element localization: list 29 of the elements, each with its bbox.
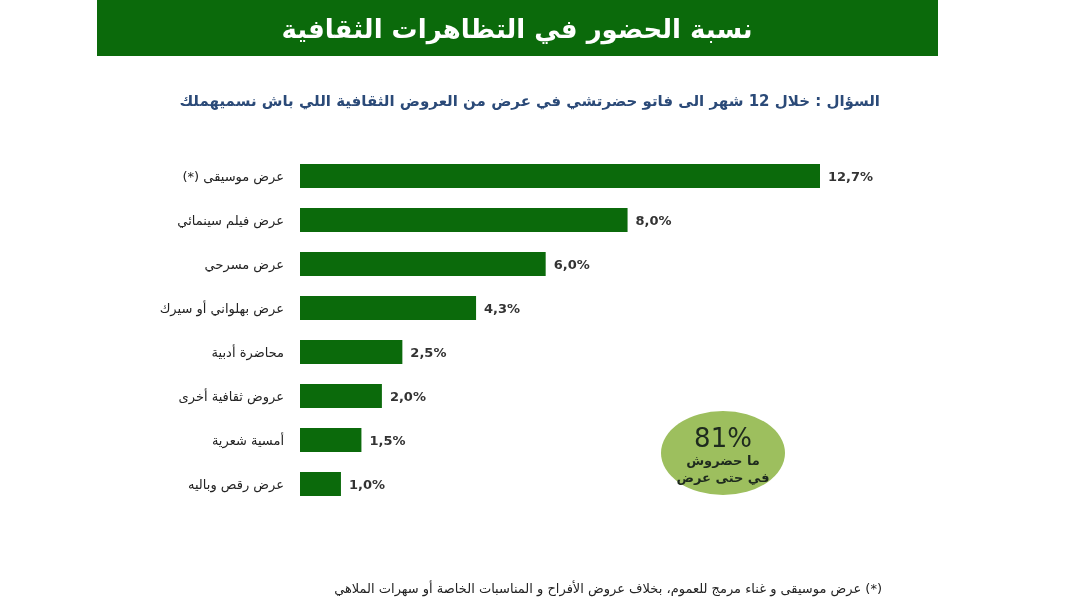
bar	[300, 428, 362, 452]
data-label: 6,0%	[553, 257, 590, 272]
chart-subtitle: السؤال : خلال 12 شهر الى فاتو حضرتشي في عرض من العروض الثقافية اللي باش نسميهملك	[179, 92, 880, 110]
bar	[300, 296, 477, 320]
y-tick-label: عرض رقص وباليه	[187, 477, 284, 493]
y-tick-label: محاضرة أدبية	[211, 344, 284, 361]
bar	[300, 472, 341, 496]
data-label: 2,5%	[410, 345, 447, 360]
bar	[300, 252, 546, 276]
data-label: 4,3%	[484, 301, 521, 316]
chart-title: نسبة الحضور في التظاهرات الثقافية	[281, 13, 753, 45]
text: (*) عرض موسيقى و غناء مرمج للعموم، بخلاف عروض الأفراح و المناسبات الخاصة أو سهرات الملاهي	[334, 580, 882, 597]
bar	[300, 208, 628, 232]
data-label: 12,7%	[828, 169, 874, 184]
data-label: 1,5%	[369, 433, 406, 448]
y-tick-label: عرض بهلواني أو سيرك	[159, 300, 284, 317]
data-label: 1,0%	[348, 477, 386, 492]
y-tick-label: عرض فيلم سينمائي	[177, 213, 284, 229]
annotation: 81%	[694, 423, 752, 453]
y-tick-label: أمسية شعرية	[211, 432, 284, 449]
data-label: 2,0%	[389, 389, 426, 404]
data-label: 8,0%	[635, 213, 672, 228]
y-tick-label: عروض ثقافية أخرى	[178, 388, 284, 405]
bar	[300, 164, 820, 188]
y-tick-label: عرض مسرحي	[204, 257, 284, 273]
bar	[300, 384, 382, 408]
y-tick-label: عرض موسيقى (*)	[182, 169, 284, 185]
bar	[300, 340, 403, 364]
annotation: ما حضروش في حتى عرض	[675, 452, 771, 486]
